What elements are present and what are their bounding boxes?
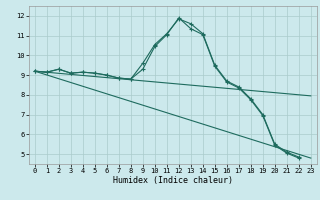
X-axis label: Humidex (Indice chaleur): Humidex (Indice chaleur) (113, 176, 233, 185)
